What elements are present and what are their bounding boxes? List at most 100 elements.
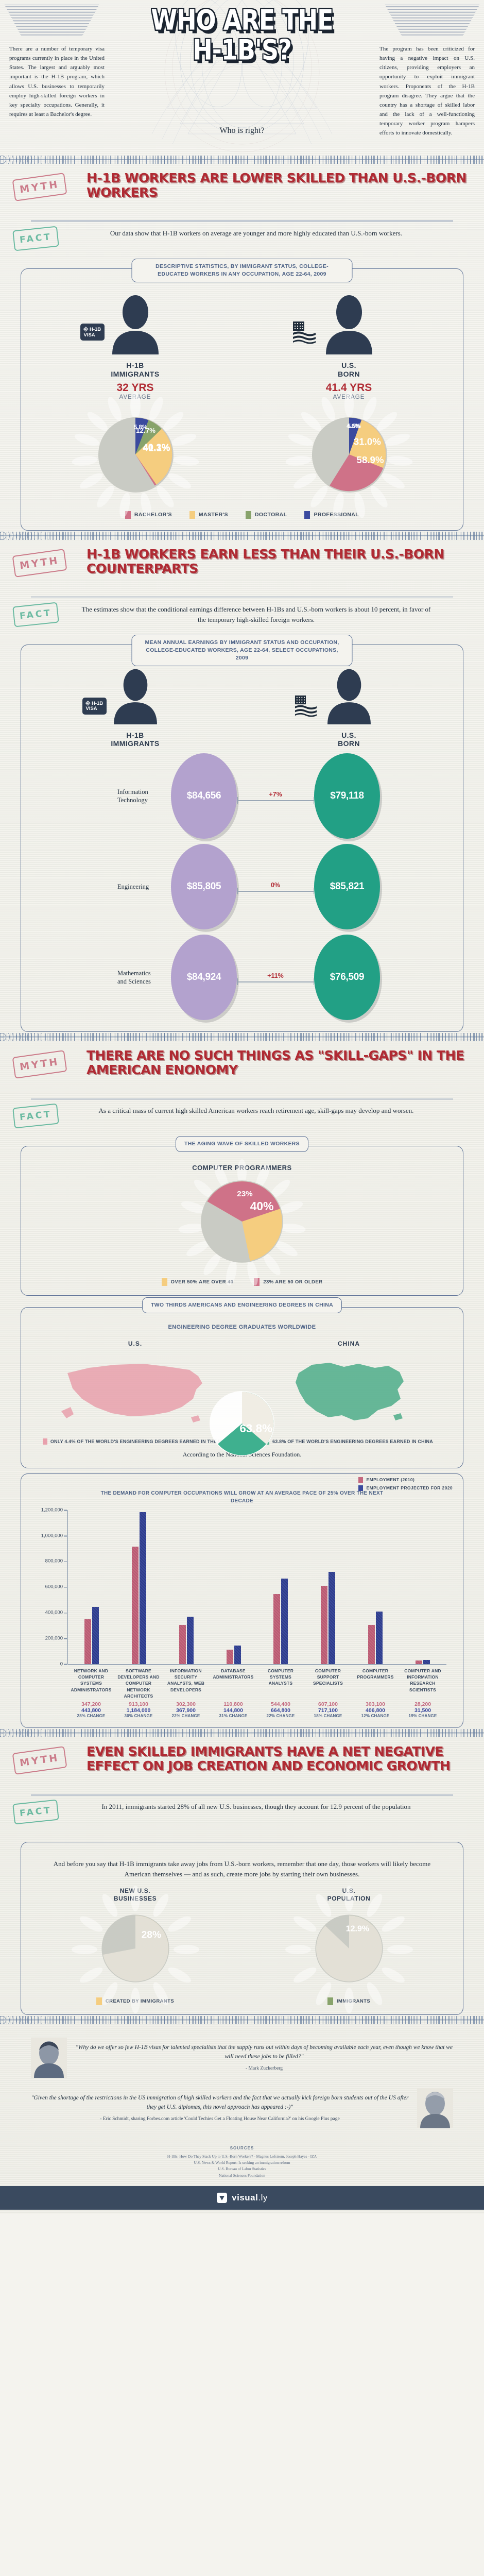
person-silhouette-icon	[327, 669, 371, 724]
person-label-h1b-2-l1: H-1B	[126, 731, 144, 739]
population-title-l2: POPULATION	[327, 1895, 371, 1902]
person-label-usborn-2-l2: BORN	[338, 739, 360, 748]
programmers-legend: OVER 50% ARE OVER 40 23% ARE 50 OR OLDER	[28, 1278, 456, 1286]
legend-swatch-masters	[189, 511, 195, 519]
panel-computer-occupations-demand: THE DEMAND FOR COMPUTER OCCUPATIONS WILL…	[21, 1473, 463, 1728]
badge-line-1: H-1B	[89, 327, 101, 332]
person-block-usborn-2: U.S. BORN	[272, 668, 426, 749]
occupation-line-2: Technology	[117, 796, 148, 804]
section-divider-1	[0, 156, 484, 164]
value-growth: 18% CHANGE	[314, 1714, 342, 1719]
fact-stamp-2: FACT	[12, 602, 59, 628]
rosette-ornament-icon	[285, 1886, 413, 2014]
x-axis-labels: NETWORK AND COMPUTER SYSTEMS ADMINISTRAT…	[67, 1668, 446, 1700]
value-2010: 544,400	[271, 1701, 290, 1708]
pie-slice-label: 41.1%	[143, 442, 170, 453]
zuckerberg-portrait-icon	[31, 2037, 67, 2078]
person-label-h1b-l1: H-1B	[126, 361, 144, 369]
value-growth: 22% CHANGE	[171, 1714, 200, 1719]
legend-item-over50: 23% ARE 50 OR OLDER	[254, 1278, 322, 1286]
chart-legend-label-2010: EMPLOYMENT (2010)	[366, 1477, 415, 1483]
person-label-usborn-l2: BORN	[338, 369, 360, 378]
h1b-visa-badge: ⎆ H-1B VISA	[80, 324, 105, 341]
x-axis-category-label: INFORMATION SECURITY ANALYSTS, WEB DEVEL…	[167, 1668, 205, 1692]
brand-name: visual.ly	[232, 2193, 268, 2203]
legend-item-professional: PROFESSIONAL	[304, 511, 359, 519]
x-axis-value-group: 607,100 717,100 18% CHANGE	[304, 1701, 352, 1718]
donut-col-businesses: NEW U.S. BUSINESSES	[53, 1886, 218, 2014]
chart-legend-swatch-2020	[358, 1485, 363, 1491]
value-2020: 664,800	[271, 1707, 290, 1714]
bar-employment-2010	[226, 1650, 233, 1664]
value-2010: 607,100	[318, 1701, 338, 1708]
chart-caption: THE DEMAND FOR COMPUTER OCCUPATIONS WILL…	[100, 1490, 384, 1504]
business-population-donuts: NEW U.S. BUSINESSES	[28, 1886, 456, 2014]
section-skill-level: MYTH H-1B WORKERS ARE LOWER SKILLED THAN…	[0, 169, 484, 531]
map-swatch-us	[42, 1438, 47, 1445]
earnings-difference: 0%	[237, 882, 314, 894]
legend-swatch-professional	[304, 511, 310, 519]
fact-stamp-3: FACT	[12, 1103, 59, 1129]
value-2020: 144,800	[223, 1707, 243, 1714]
intro-paragraph-left: There are a number of temporary visa pro…	[9, 46, 105, 117]
earnings-value-h1b: $84,924	[171, 935, 237, 1021]
myth-title-4: EVEN SKILLED IMMIGRANTS HAVE A NET NEGAT…	[87, 1744, 451, 1774]
fact-text-1: Our data show that H-1B workers on avera…	[110, 229, 403, 237]
quote-block-schmidt: "Given the shortage of the restrictions …	[31, 2088, 453, 2128]
x-axis-value-labels: 347,200 443,800 28% CHANGE 913,100 1,184,000…	[67, 1701, 446, 1718]
maps-row: U.S. ONLY 4.4% OF THE WORLD'S ENGINEERIN…	[28, 1340, 456, 1445]
page-title-line-1: WHO ARE THE	[151, 3, 333, 37]
person-block-usborn: U.S. BORN 41.4 YRS AVERAGE	[272, 294, 426, 400]
title-wrap: WHO ARE THE H-1B'S?	[0, 3, 484, 66]
value-2020: 367,900	[176, 1707, 196, 1714]
y-axis-tick: 400,000	[31, 1610, 67, 1616]
legend-swatch-immigrants	[327, 1997, 333, 2005]
fact-row-3: FACT As a critical mass of current high …	[0, 1103, 484, 1134]
pie-slice-label: 12.7%	[136, 426, 155, 434]
page-title-line-2: H-1B'S?	[193, 33, 292, 66]
bar-employment-2010	[273, 1594, 281, 1664]
earnings-row: Engineering $85,805 0% $85,821	[28, 844, 456, 930]
person-label-h1b-2-l2: IMMIGRANTS	[111, 739, 160, 748]
person-silhouette-icon	[113, 669, 157, 724]
y-axis-tick: 200,000	[31, 1635, 67, 1641]
sources-list: H-1Bs: How Do They Stack Up to U.S.-Born…	[0, 2154, 484, 2179]
value-2010: 913,100	[129, 1701, 148, 1708]
legend-swatch-over50	[254, 1278, 260, 1286]
panel-caption-1: DESCRIPTIVE STATISTICS, BY IMMIGRANT STA…	[131, 259, 353, 283]
x-axis-category-label: COMPUTER SYSTEMS ANALYSTS	[267, 1668, 294, 1686]
pie-svg-population: 12.9%	[315, 1914, 383, 1982]
legend-swatch-created-by-immigrants	[96, 1997, 102, 2005]
myth-row-2: MYTH H-1B WORKERS EARN LESS THAN THEIR U…	[0, 547, 484, 591]
value-2020: 717,100	[318, 1707, 338, 1714]
earnings-value-usborn: $85,821	[314, 844, 380, 930]
person-label-usborn-2: U.S. BORN	[272, 731, 426, 749]
section-job-creation: MYTH EVEN SKILLED IMMIGRANTS HAVE A NET …	[0, 1742, 484, 2015]
legend-item-doctoral: DOCTORAL	[245, 511, 287, 519]
legend-label-over50: 23% ARE 50 OR OLDER	[263, 1279, 323, 1285]
occupation-line-1: Mathematics	[117, 969, 151, 977]
earnings-value-usborn: $76,509	[314, 935, 380, 1021]
pie-chart-usborn-education: 58.9% 31.0% 4.6% 5.5%	[272, 392, 426, 518]
businesses-title-l1: NEW U.S.	[119, 1887, 151, 1894]
myth-title-3: THERE ARE NO SUCH THINGS AS "SKILL-GAPS"…	[87, 1048, 464, 1078]
x-axis-value-group: 303,100 406,800 12% CHANGE	[352, 1701, 399, 1718]
person-icon-h1b: ⎆ H-1B VISA	[80, 294, 166, 354]
occupation-line-1: Engineering	[117, 883, 149, 891]
pie-slice	[207, 1181, 280, 1222]
legend-item-over40: OVER 50% ARE OVER 40	[161, 1278, 234, 1286]
panel-caption-3b: TWO THIRDS AMERICANS AND ENGINEERING DEG…	[142, 1297, 342, 1314]
bar-employment-2010	[179, 1625, 186, 1664]
avg-sub-usborn: AVERAGE	[272, 394, 426, 400]
value-2020: 31,500	[414, 1707, 431, 1714]
bar-employment-2020	[329, 1572, 336, 1664]
section-divider-3	[0, 1033, 484, 1042]
bar-group	[304, 1510, 352, 1664]
donut-col-population: U.S. POPULATION	[267, 1886, 431, 2014]
schmidt-portrait-icon	[417, 2088, 453, 2128]
earnings-occupation-label: Engineering	[104, 883, 171, 891]
myth-stamp-1: MYTH	[12, 173, 67, 201]
legend-swatch-bachelors	[125, 511, 131, 519]
value-2010: 302,300	[176, 1701, 196, 1708]
us-flag-icon	[292, 321, 316, 344]
